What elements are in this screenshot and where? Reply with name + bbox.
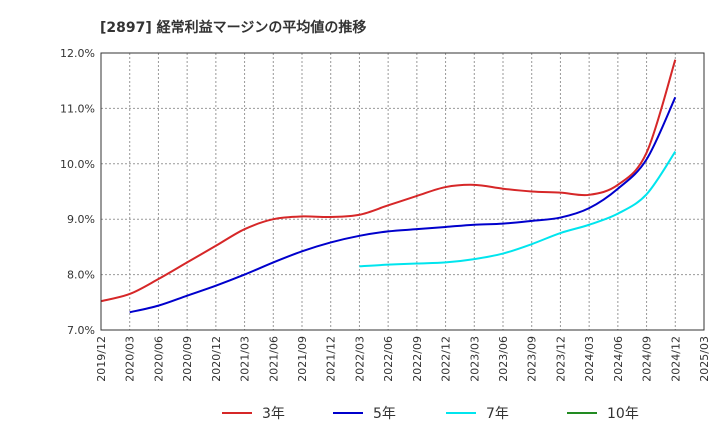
y-tick-label: 12.0% — [60, 47, 95, 60]
x-tick-label: 2022/03 — [353, 336, 366, 382]
x-tick-label: 2024/06 — [612, 336, 625, 382]
x-tick-label: 2020/12 — [210, 336, 223, 382]
legend-label-3年: 3年 — [262, 406, 285, 422]
legend-label-7年: 7年 — [486, 406, 509, 422]
series-line-7年 — [359, 151, 677, 268]
x-tick-label: 2023/03 — [468, 336, 481, 382]
x-tick-label: 2025/03 — [698, 336, 711, 382]
x-tick-label: 2021/09 — [296, 336, 309, 382]
x-tick-label: 2020/09 — [181, 336, 194, 382]
y-tick-label: 11.0% — [60, 102, 95, 115]
legend-label-5年: 5年 — [373, 406, 396, 422]
x-tick-label: 2021/06 — [267, 336, 280, 382]
series-line-3年 — [100, 59, 677, 303]
x-tick-label: 2022/09 — [411, 336, 424, 382]
legend-label-10年: 10年 — [607, 406, 639, 422]
y-tick-label: 10.0% — [60, 158, 95, 171]
x-tick-label: 2023/09 — [526, 336, 539, 382]
series-line-5年 — [129, 96, 677, 314]
x-tick-label: 2021/12 — [325, 336, 338, 382]
x-tick-label: 2020/03 — [124, 336, 137, 382]
chart-title: [2897] 経常利益マージンの平均値の推移 — [100, 19, 366, 36]
y-tick-label: 7.0% — [67, 324, 95, 337]
x-tick-label: 2019/12 — [95, 336, 108, 382]
y-tick-label: 9.0% — [67, 213, 95, 226]
x-tick-label: 2023/06 — [497, 336, 510, 382]
x-tick-label: 2023/12 — [554, 336, 567, 382]
x-tick-label: 2024/03 — [583, 336, 596, 382]
y-tick-label: 8.0% — [67, 269, 95, 282]
x-tick-label: 2021/03 — [239, 336, 252, 382]
x-tick-label: 2022/06 — [382, 336, 395, 382]
x-tick-label: 2022/12 — [440, 336, 453, 382]
y-axis: 7.0% 8.0% 9.0% 10.0% 11.0% 12.0% — [60, 47, 95, 337]
legend: 3年 5年 7年 10年 — [222, 406, 639, 422]
series-lines — [100, 59, 677, 314]
x-tick-label: 2020/06 — [152, 336, 165, 382]
grid — [101, 53, 704, 330]
x-tick-label: 2024/09 — [641, 336, 654, 382]
x-axis: 2019/12 2020/03 2020/06 2020/09 2020/12 2021/… — [95, 336, 711, 382]
plot-frame — [100, 52, 705, 331]
x-tick-label: 2024/12 — [669, 336, 682, 382]
